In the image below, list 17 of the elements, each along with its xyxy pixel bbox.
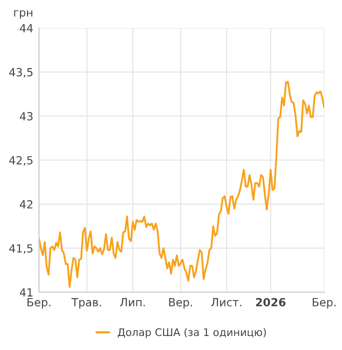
x-tick-label: Лип. [120,298,145,306]
y-tick-label: 44 [20,24,33,32]
x-tick-label: Вер. [169,298,192,309]
x-tick-label: Бер. [28,298,50,309]
y-tick-label: 42 [20,200,32,208]
x-tick-label: Бер. [312,298,336,309]
line-series [38,80,324,288]
y-tick-label: 43,5 [9,68,32,78]
x-tick-label: Трав. [71,298,102,309]
legend-label: Долар США (за 1 одиницю) [118,328,266,338]
y-tick-label: 41 [20,288,32,296]
y-tick-label: 43 [20,112,33,120]
y-tick-label: 42,5 [9,156,32,166]
x-tick-label: 2026 [256,298,286,306]
y-tick-label: 41,5 [9,244,32,254]
y-axis-title: грн [14,10,32,19]
x-tick-label: Лист. [211,298,242,306]
